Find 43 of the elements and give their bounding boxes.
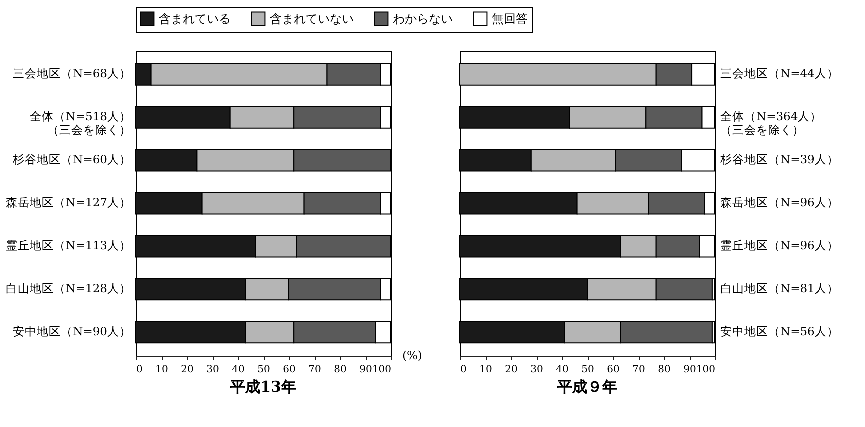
y-tick-label: 安中地区（N=90人） xyxy=(13,324,132,338)
x-tick-label: 100 xyxy=(372,364,392,376)
x-tick-label: 80 xyxy=(334,364,347,376)
x-tick-label: 100 xyxy=(696,364,716,376)
y-tick-label: 霊丘地区（N=113人） xyxy=(6,238,132,252)
y-tick-label: 三会地区（N=44人） xyxy=(720,66,839,81)
y-tick-label: 杉谷地区（N=60人） xyxy=(12,152,132,167)
y-tick-label: 霊丘地区（N=96人） xyxy=(720,238,839,252)
x-axis-title: (%) xyxy=(402,348,422,362)
x-tick-label: 30 xyxy=(530,364,544,376)
x-tick-label: 20 xyxy=(505,364,518,376)
y-tick-label: 杉谷地区（N=39人） xyxy=(720,152,839,167)
legend-label: 含まれていない xyxy=(270,12,354,26)
y-tick-label: 森岳地区（N=127人） xyxy=(6,196,132,210)
x-tick-label: 10 xyxy=(480,364,492,376)
y-tick-label: 安中地区（N=56人） xyxy=(720,324,839,338)
x-tick-label: 60 xyxy=(283,364,296,376)
x-tick-label: 70 xyxy=(632,364,646,376)
x-tick-label: 0 xyxy=(460,364,467,376)
legend-label: わからない xyxy=(393,12,453,26)
x-tick-label: 70 xyxy=(308,364,322,376)
y-tick-label: 森岳地区（N=96人） xyxy=(720,196,839,210)
x-tick-label: 40 xyxy=(556,364,569,376)
text: 平成９年 xyxy=(556,378,618,396)
x-tick-label: 90 xyxy=(360,364,372,376)
x-tick-label: 60 xyxy=(607,364,620,376)
y-tick-label: 白山地区（N=128人） xyxy=(6,281,132,296)
x-tick-label: 40 xyxy=(232,364,245,376)
x-tick-label: 10 xyxy=(156,364,168,376)
x-tick-label: 90 xyxy=(684,364,696,376)
y-tick-label: 全体（N=364人）（三会を除く） xyxy=(720,110,822,138)
y-tick-label: 全体（N=518人）（三会を除く） xyxy=(30,110,132,138)
x-tick-label: 50 xyxy=(582,364,594,376)
x-tick-label: 20 xyxy=(181,364,194,376)
legend-label: 無回答 xyxy=(492,12,528,26)
x-tick-label: 0 xyxy=(136,364,143,376)
legend-label: 含まれている xyxy=(159,12,231,26)
x-tick-label: 30 xyxy=(206,364,220,376)
y-tick-label: 三会地区（N=68人） xyxy=(13,66,132,81)
x-tick-label: 50 xyxy=(258,364,270,376)
y-tick-label: 白山地区（N=81人） xyxy=(720,281,839,296)
x-tick-label: 80 xyxy=(658,364,671,376)
text: 平成13年 xyxy=(230,378,296,396)
